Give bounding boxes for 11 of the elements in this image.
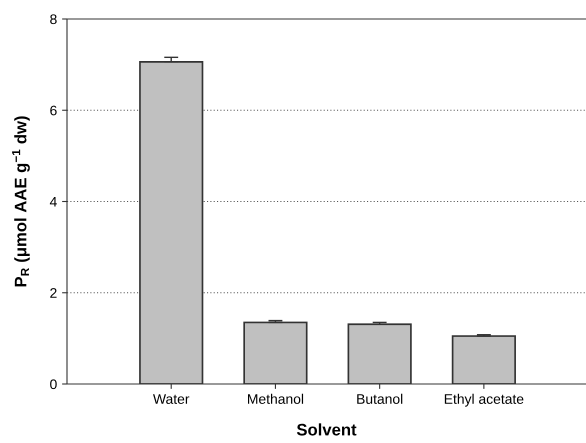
x-tick-label: Ethyl acetate: [444, 394, 524, 407]
x-tick-label: Methanol: [248, 394, 304, 404]
y-tick-label: 4: [50, 196, 57, 207]
y-tick-label: 8: [50, 14, 57, 24]
y-tick-label: 0: [50, 379, 57, 390]
y-tick-label: 6: [50, 106, 57, 116]
x-tick-label: Butanol: [357, 394, 402, 404]
y-axis-title: P$_{R}$ (μmol AAE g$^{−1}$ dw): [12, 116, 30, 286]
x-axis-title: Solvent: [296, 423, 356, 436]
x-tick-label: Water: [153, 394, 190, 404]
y-tick-label: 2: [50, 288, 57, 298]
